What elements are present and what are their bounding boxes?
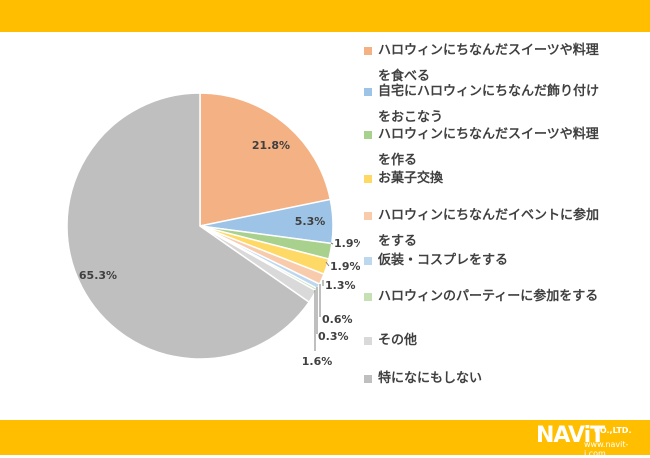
legend-label: 自宅にハロウィンにちなんだ飾り付け [378, 84, 600, 99]
legend-swatch [364, 131, 372, 139]
leader-line-3 [330, 242, 334, 245]
legend-label: 仮装・コスプレをする [378, 253, 509, 268]
legend-label: ハロウィンにちなんだイベントに参加 [378, 208, 600, 223]
logo-url: www.navit-j.com [584, 440, 629, 458]
logo-suffix: CO.,LTD. [594, 426, 632, 435]
top-band [0, 0, 650, 32]
data-label-3: 1.9% [334, 237, 360, 250]
data-label-5: 1.3% [325, 279, 356, 292]
legend-swatch [364, 293, 372, 301]
legend-swatch [364, 175, 372, 183]
pie-chart: 21.8% 5.3% 1.9% 1.9% 1.3% 0.6% 0.3% 1.6% 65.3% [66, 92, 360, 368]
legend-label: をする [378, 234, 418, 249]
pie-slice-9 [66, 92, 311, 360]
legend-label: ハロウィンにちなんだスイーツや料理 [378, 43, 599, 58]
logo-main-text: NAViT [536, 423, 605, 448]
legend-label: を食べる [378, 69, 431, 84]
legend-swatch [364, 47, 372, 55]
legend-swatch [364, 212, 372, 220]
company-logo: NAViT CO.,LTD. www.navit-j.com [536, 423, 644, 458]
data-label-1: 21.8% [252, 139, 290, 152]
pie-slice-1 [199, 92, 332, 227]
data-label-4: 1.9% [330, 260, 360, 273]
legend-label: をおこなう [378, 110, 444, 125]
legend-label: を作る [378, 153, 418, 168]
legend-swatch [364, 375, 372, 383]
legend-swatch [364, 257, 372, 265]
data-label-7: 0.3% [318, 330, 349, 343]
bottom-band [0, 420, 650, 455]
data-label-2: 5.3% [295, 215, 326, 228]
data-label-9: 65.3% [79, 269, 117, 282]
legend-label: お菓子交換 [378, 171, 444, 186]
legend-label: ハロウィンのパーティーに参加をする [378, 289, 599, 304]
legend-swatch [364, 88, 372, 96]
data-label-6: 0.6% [322, 313, 353, 326]
legend-swatch [364, 337, 372, 345]
legend-label: 特になにもしない [378, 371, 483, 386]
data-label-8: 1.6% [302, 355, 333, 368]
legend-label: その他 [378, 333, 418, 348]
leader-line-4 [325, 261, 330, 267]
legend-label: ハロウィンにちなんだスイーツや料理 [378, 127, 599, 142]
